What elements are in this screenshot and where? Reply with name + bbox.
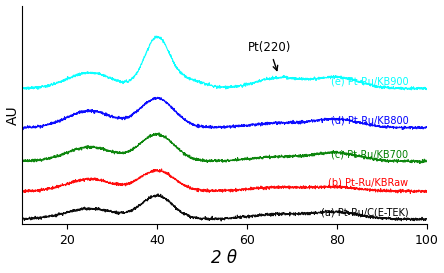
Text: Pt(220): Pt(220) bbox=[248, 41, 291, 70]
Text: (c) Pt-Ru/KB700: (c) Pt-Ru/KB700 bbox=[331, 149, 408, 159]
X-axis label: 2 θ: 2 θ bbox=[211, 250, 238, 268]
Text: (b) Pt-Ru/KBRaw: (b) Pt-Ru/KBRaw bbox=[329, 178, 408, 188]
Y-axis label: AU: AU bbox=[6, 105, 20, 124]
Text: (e) Pt-Ru/KB900: (e) Pt-Ru/KB900 bbox=[331, 77, 408, 87]
Text: (d) Pt-Ru/KB800: (d) Pt-Ru/KB800 bbox=[331, 116, 408, 126]
Text: (a) Pt-Ru/C(E-TEK): (a) Pt-Ru/C(E-TEK) bbox=[321, 207, 408, 217]
